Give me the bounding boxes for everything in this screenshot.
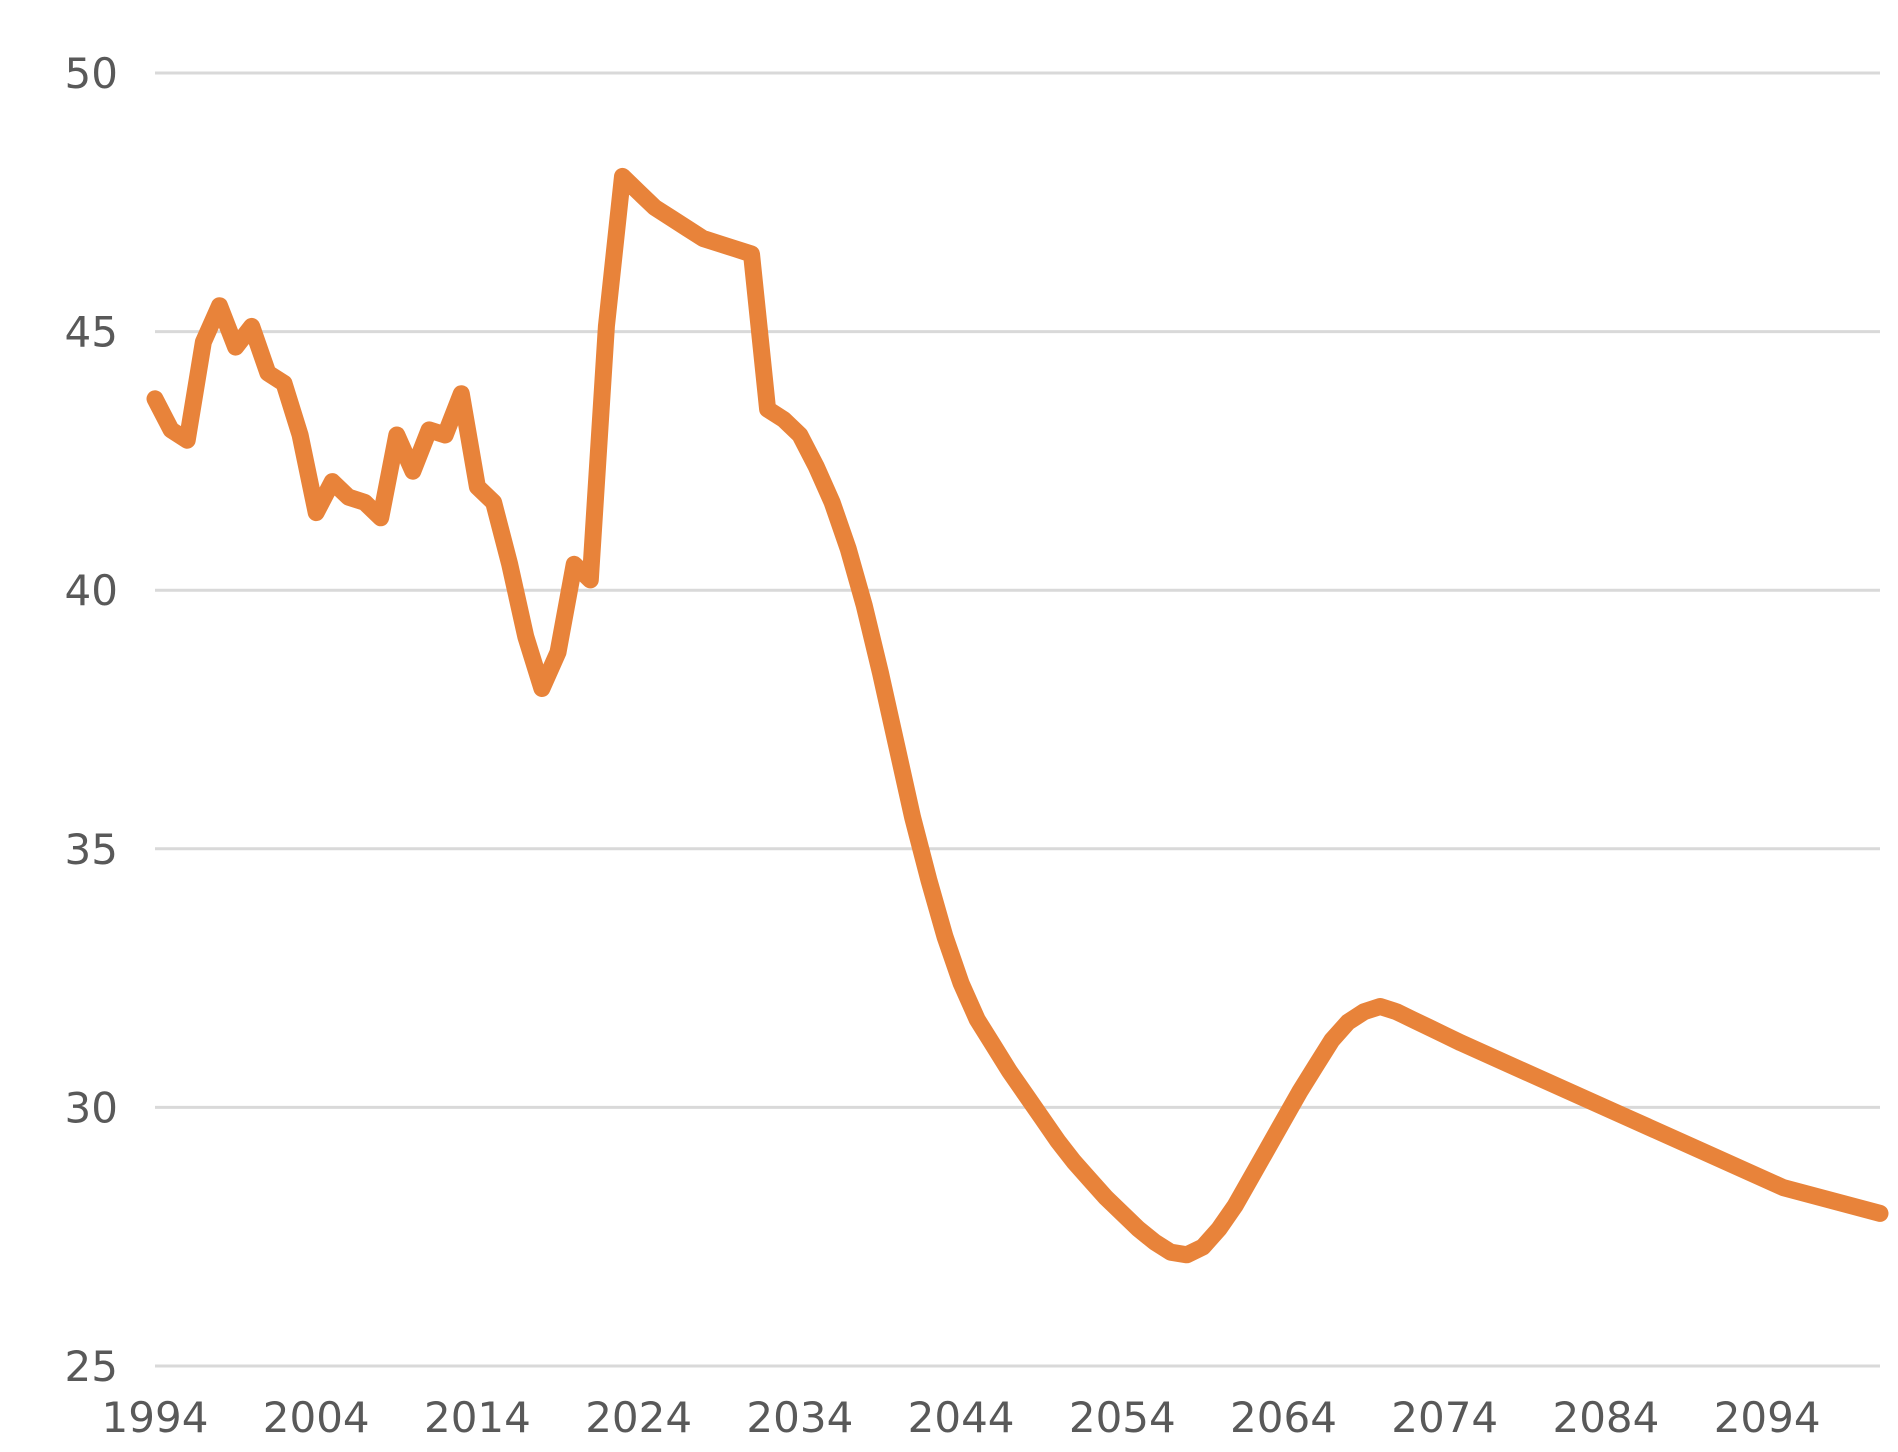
y-tick-label: 25 bbox=[65, 1342, 118, 1391]
series-layer bbox=[146, 167, 1889, 1264]
x-tick-label: 2024 bbox=[585, 1393, 692, 1442]
gridlines bbox=[155, 71, 1880, 1368]
x-tick-label: 2034 bbox=[746, 1393, 853, 1442]
x-tick-label: 1994 bbox=[102, 1393, 209, 1442]
y-tick-label: 45 bbox=[65, 308, 118, 357]
y-tick-label: 35 bbox=[65, 825, 118, 874]
x-tick-label: 2074 bbox=[1391, 1393, 1498, 1442]
y-tick-label: 40 bbox=[65, 566, 118, 615]
x-tick-label: 2084 bbox=[1552, 1393, 1659, 1442]
series-line-0 bbox=[146, 167, 1889, 1264]
y-tick-label: 30 bbox=[65, 1083, 118, 1132]
y-tick-label: 50 bbox=[65, 49, 118, 98]
y-axis-tick-labels: 25 30 35 40 45 50 bbox=[65, 49, 118, 1391]
x-tick-label: 2014 bbox=[424, 1393, 531, 1442]
x-axis-tick-labels: 1994 2004 2014 2024 2034 2044 2054 2064 2074 2084… bbox=[102, 1393, 1821, 1442]
x-tick-label: 2004 bbox=[263, 1393, 370, 1442]
x-tick-label: 2054 bbox=[1069, 1393, 1176, 1442]
x-tick-label: 2044 bbox=[908, 1393, 1015, 1442]
x-tick-label: 2094 bbox=[1714, 1393, 1821, 1442]
x-tick-label: 2064 bbox=[1230, 1393, 1337, 1442]
